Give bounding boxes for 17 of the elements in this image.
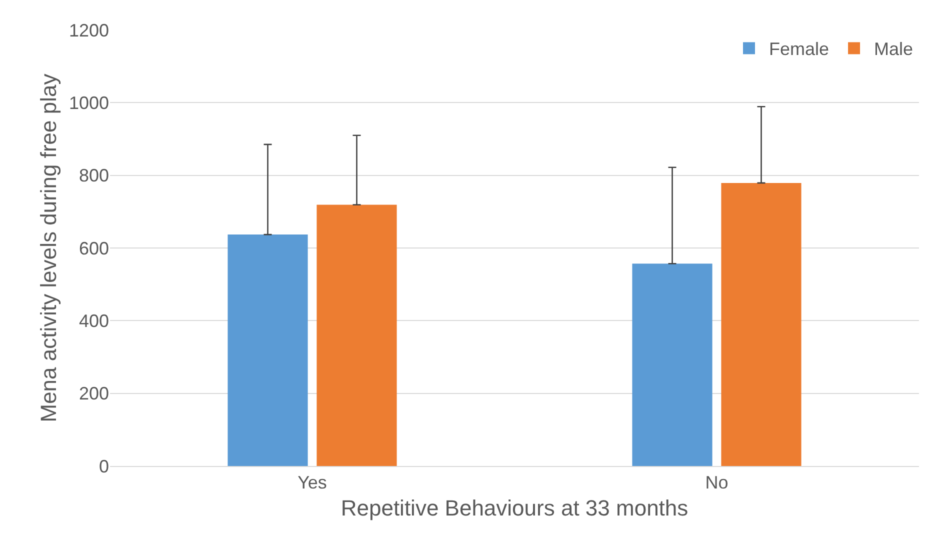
y-tick-label: 800 — [78, 166, 109, 186]
y-axis-title: Mena activity levels during free play — [36, 74, 61, 422]
y-tick-label: 0 — [98, 456, 109, 476]
y-tick-label: 400 — [78, 310, 109, 331]
bar — [316, 204, 397, 466]
bar — [721, 182, 802, 466]
legend-label: Male — [874, 39, 914, 60]
bar — [632, 264, 712, 466]
bar — [228, 234, 308, 466]
y-tick-label: 200 — [78, 384, 109, 404]
x-tick-label: Yes — [298, 472, 327, 493]
x-axis-title: Repetitive Behaviours at 33 months — [340, 496, 688, 520]
y-tick-label: 600 — [78, 238, 109, 258]
y-tick-label: 1000 — [68, 92, 109, 113]
x-tick-label: No — [705, 472, 728, 493]
y-tick-label: 1200 — [68, 20, 109, 40]
legend-label: Female — [769, 39, 830, 60]
